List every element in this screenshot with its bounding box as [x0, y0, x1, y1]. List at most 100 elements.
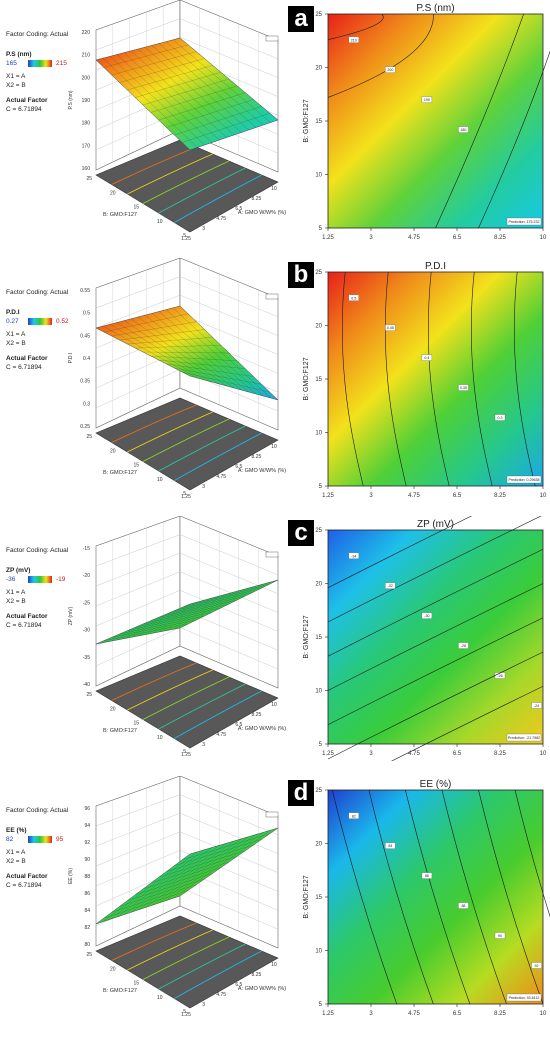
x2-code: X2 = B — [6, 598, 26, 605]
actual-factor-heading: Actual Factor — [6, 355, 48, 362]
contour-plot: EE (%) 82 84 86 88 90 92 Prediction: 93.8112 1.2… — [303, 779, 550, 1017]
z-tick-label: 0.4 — [83, 356, 90, 362]
floor-x-tick: 1.25 — [181, 236, 191, 242]
contour-line — [368, 789, 434, 1005]
z-tick-label: -20 — [83, 573, 90, 579]
floor-x-axis-label: A: GMO W/W% (%) — [238, 726, 286, 732]
legend-info: Factor Coding: Actual ZP (mV) -36 -19 X1 = A… — [6, 546, 78, 630]
floor-x-tick: 8.25 — [252, 972, 262, 978]
floor-y-tick: 5 — [183, 233, 186, 239]
floor-y-tick: 20 — [110, 190, 116, 196]
range-min: 0.27 — [6, 318, 19, 325]
x-tick-label: 3 — [369, 751, 373, 757]
contour-plot: P.S (nm) 210 200 190 180 Prediction: 175.232 1… — [303, 3, 550, 241]
floor-y-axis-label: B: GMO:F127 — [103, 212, 137, 218]
floor-y-axis-label: B: GMO:F127 — [103, 988, 137, 994]
range-min: 165 — [6, 60, 17, 67]
contour-line — [341, 271, 364, 487]
y-axis-label: B: GMO:F127 — [303, 99, 310, 142]
floor-y-tick: 15 — [133, 205, 139, 211]
contour-level-label: -34 — [351, 554, 356, 558]
floor-x-tick: 6.5 — [235, 722, 242, 728]
contour-level-label: -30 — [424, 614, 429, 618]
x-tick-label: 8.25 — [494, 751, 506, 757]
contour-level-label: 90 — [498, 934, 502, 938]
floor-y-tick: 20 — [110, 966, 116, 972]
floor-x-tick: 6.5 — [235, 206, 242, 212]
z-axis-label: ZP (mV) — [68, 606, 74, 625]
contour-level-label: 88 — [461, 904, 465, 908]
contour-title: P.S (nm) — [416, 3, 454, 14]
panel-d: Factor Coding: Actual EE (%) 82 95 X1 = A X2 … — [0, 776, 550, 1034]
floor-x-tick: 10 — [271, 186, 277, 192]
c-value: C = 6.71894 — [6, 882, 42, 889]
contour-level-label: 210 — [351, 38, 357, 42]
contour-title: P.D.I — [425, 261, 446, 272]
floor-y-tick: 5 — [183, 749, 186, 755]
z-tick-label: 96 — [84, 806, 90, 812]
floor-x-axis-label: A: GMO W/W% (%) — [238, 210, 286, 216]
y-tick-label: 5 — [319, 226, 323, 232]
floor-y-axis-label: B: GMO:F127 — [103, 470, 137, 476]
contour-level-label: -24 — [534, 704, 539, 708]
x-tick-label: 10 — [540, 1011, 547, 1017]
contour-title: EE (%) — [420, 779, 452, 790]
contour-line — [327, 651, 544, 760]
y-tick-label: 20 — [315, 582, 322, 588]
floor-y-tick: 25 — [86, 692, 92, 698]
contour-line — [327, 516, 472, 589]
response-name: EE (%) — [6, 827, 27, 834]
y-axis-label: B: GMO:F127 — [303, 615, 310, 658]
response-name: P.D.I — [6, 309, 20, 316]
x-tick-label: 3 — [369, 493, 373, 499]
c-value: C = 6.71894 — [6, 364, 42, 371]
floor-x-tick: 8.25 — [252, 454, 262, 460]
y-axis-label: B: GMO:F127 — [303, 875, 310, 918]
x-tick-label: 3 — [369, 1011, 373, 1017]
floor-y-axis-label: B: GMO:F127 — [103, 728, 137, 734]
panel-letter: b — [288, 262, 314, 288]
z-tick-label: 0.35 — [80, 379, 90, 385]
contour-line — [327, 13, 384, 40]
x-tick-label: 8.25 — [494, 235, 506, 241]
x-tick-label: 6.5 — [453, 751, 462, 757]
contour-level-label: 190 — [424, 98, 430, 102]
floor-y-tick: 10 — [157, 219, 163, 225]
contour-line — [327, 548, 544, 657]
y-tick-label: 10 — [315, 431, 322, 437]
floor-y-tick: 20 — [110, 706, 116, 712]
z-tick-label: -35 — [83, 655, 90, 661]
contour-level-label: 92 — [535, 964, 539, 968]
factor-coding: Factor Coding: Actual — [6, 807, 69, 814]
x-tick-label: 4.75 — [408, 493, 420, 499]
y-tick-label: 25 — [315, 788, 322, 794]
panel-letter: a — [288, 6, 314, 32]
y-tick-label: 15 — [315, 377, 322, 383]
z-tick-label: 90 — [84, 857, 90, 863]
range-max: -19 — [56, 576, 66, 583]
z-axis-label: P.S (nm) — [68, 90, 74, 109]
surface-plot-3d: 96 94 92 90 88 86 84 82 80 EE (%) 1.25 3 4.75 6.5 8.25… — [68, 776, 286, 1018]
z-tick-label: 88 — [84, 874, 90, 880]
contour-line — [478, 789, 544, 1005]
floor-x-tick: 4.75 — [216, 992, 226, 998]
y-tick-label: 20 — [315, 324, 322, 330]
floor-x-tick: 3 — [202, 226, 205, 232]
contour-line — [405, 789, 471, 1005]
floor-y-tick: 5 — [183, 1009, 186, 1015]
contour-level-label: -28 — [461, 644, 466, 648]
floor-x-tick: 1.25 — [181, 494, 191, 500]
x2-code: X2 = B — [6, 82, 26, 89]
range-max: 95 — [56, 836, 64, 843]
contour-line — [327, 516, 542, 623]
actual-factor-heading: Actual Factor — [6, 613, 48, 620]
y-tick-label: 10 — [315, 689, 322, 695]
x-tick-label: 10 — [540, 235, 547, 241]
y-tick-label: 15 — [315, 635, 322, 641]
z-tick-label: 94 — [84, 823, 90, 829]
contour-line — [327, 13, 434, 98]
z-tick-label: 210 — [82, 53, 91, 59]
floor-y-tick: 25 — [86, 434, 92, 440]
x1-code: X1 = A — [6, 331, 26, 338]
x-tick-label: 3 — [369, 235, 373, 241]
